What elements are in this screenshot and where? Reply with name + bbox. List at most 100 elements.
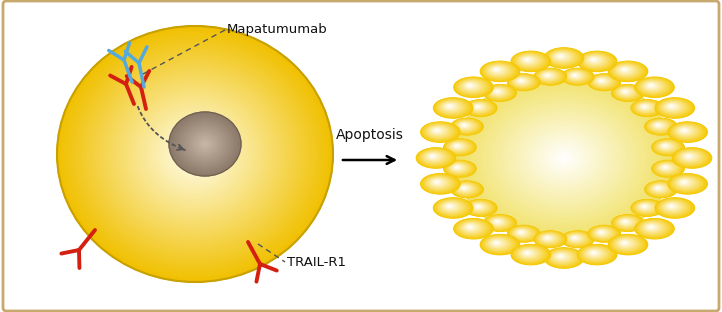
Ellipse shape [453, 165, 464, 170]
Ellipse shape [508, 226, 539, 241]
Ellipse shape [467, 226, 473, 228]
Ellipse shape [518, 79, 524, 83]
Ellipse shape [567, 234, 585, 243]
Ellipse shape [621, 220, 630, 224]
Ellipse shape [640, 105, 649, 109]
Ellipse shape [181, 141, 209, 167]
Ellipse shape [422, 175, 458, 193]
Ellipse shape [546, 237, 549, 239]
Ellipse shape [477, 206, 478, 207]
Ellipse shape [658, 164, 674, 172]
Ellipse shape [599, 79, 605, 83]
Ellipse shape [195, 135, 215, 153]
Ellipse shape [447, 205, 453, 208]
Ellipse shape [453, 165, 463, 170]
Ellipse shape [457, 184, 474, 193]
Ellipse shape [445, 161, 474, 176]
Ellipse shape [460, 80, 484, 93]
Ellipse shape [434, 198, 472, 218]
Ellipse shape [492, 219, 503, 225]
Ellipse shape [456, 219, 491, 237]
Ellipse shape [418, 149, 453, 167]
Ellipse shape [484, 215, 515, 231]
Ellipse shape [648, 84, 653, 87]
Ellipse shape [553, 149, 575, 167]
Ellipse shape [551, 51, 574, 63]
Ellipse shape [539, 71, 560, 82]
Ellipse shape [621, 68, 629, 72]
Ellipse shape [470, 102, 489, 112]
Ellipse shape [473, 87, 655, 229]
Ellipse shape [614, 216, 640, 229]
Ellipse shape [446, 162, 473, 175]
Ellipse shape [613, 237, 640, 251]
Ellipse shape [482, 62, 517, 80]
Ellipse shape [513, 228, 532, 238]
Ellipse shape [547, 75, 548, 76]
Ellipse shape [430, 155, 435, 158]
Ellipse shape [466, 225, 476, 230]
Ellipse shape [685, 155, 692, 158]
Ellipse shape [682, 153, 697, 160]
Ellipse shape [432, 128, 442, 133]
Ellipse shape [137, 100, 253, 208]
Ellipse shape [536, 69, 565, 84]
Ellipse shape [419, 149, 453, 167]
Ellipse shape [668, 105, 676, 108]
Ellipse shape [435, 129, 439, 131]
Ellipse shape [584, 55, 606, 66]
Ellipse shape [570, 235, 582, 241]
Ellipse shape [650, 226, 652, 227]
Ellipse shape [667, 204, 677, 209]
Ellipse shape [618, 239, 633, 247]
Ellipse shape [451, 164, 466, 172]
Ellipse shape [620, 67, 630, 72]
Ellipse shape [564, 70, 590, 83]
Ellipse shape [544, 236, 551, 240]
Ellipse shape [588, 250, 600, 256]
Ellipse shape [493, 241, 501, 245]
Ellipse shape [523, 58, 531, 62]
Ellipse shape [490, 66, 505, 74]
Ellipse shape [596, 230, 608, 236]
Ellipse shape [432, 179, 443, 186]
Ellipse shape [558, 255, 563, 258]
Ellipse shape [636, 78, 673, 96]
Ellipse shape [427, 177, 451, 189]
Ellipse shape [467, 225, 474, 229]
Ellipse shape [664, 167, 666, 168]
Ellipse shape [472, 104, 485, 110]
Ellipse shape [586, 56, 604, 65]
Ellipse shape [573, 237, 577, 239]
Ellipse shape [588, 74, 620, 90]
Ellipse shape [451, 142, 466, 151]
Ellipse shape [456, 184, 475, 193]
Ellipse shape [614, 86, 640, 99]
Ellipse shape [482, 94, 646, 222]
Ellipse shape [536, 232, 565, 246]
Ellipse shape [643, 206, 645, 207]
Ellipse shape [82, 49, 308, 259]
Ellipse shape [678, 179, 692, 186]
Ellipse shape [475, 205, 482, 208]
Ellipse shape [676, 150, 706, 165]
Ellipse shape [461, 186, 468, 190]
Ellipse shape [494, 241, 499, 244]
Ellipse shape [447, 162, 471, 174]
Ellipse shape [492, 89, 505, 95]
Ellipse shape [452, 143, 464, 149]
Ellipse shape [640, 221, 666, 235]
Ellipse shape [419, 149, 452, 166]
Ellipse shape [518, 248, 540, 260]
Ellipse shape [613, 85, 642, 100]
Ellipse shape [600, 80, 602, 81]
Ellipse shape [547, 49, 580, 66]
Ellipse shape [489, 87, 509, 98]
Ellipse shape [609, 235, 646, 254]
Ellipse shape [642, 81, 663, 92]
Ellipse shape [637, 103, 654, 112]
Ellipse shape [490, 218, 508, 227]
Ellipse shape [669, 174, 707, 193]
Ellipse shape [588, 57, 601, 63]
Ellipse shape [515, 53, 545, 69]
